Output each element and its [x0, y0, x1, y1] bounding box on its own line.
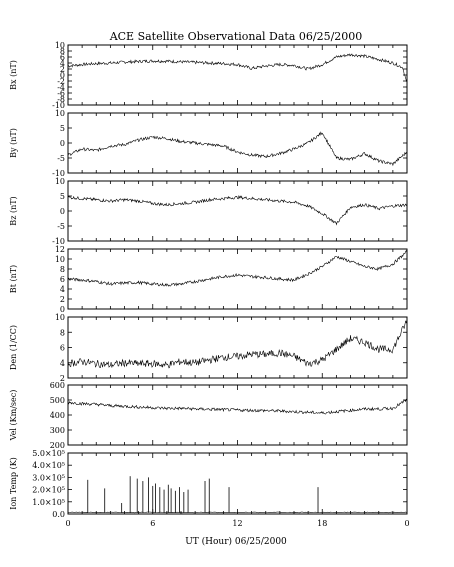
- panel-frame: [68, 453, 407, 514]
- y-tick-label: 8: [60, 265, 65, 274]
- y-tick-label: 300: [50, 426, 65, 435]
- y-tick-label: 0.0: [52, 510, 65, 519]
- x-tick-label: 18: [317, 519, 327, 528]
- panel-7: 5.0×10⁵ 4.0×10⁵ 3.0×10⁵ 2.0×10⁵ 1.0×10⁵ 0.0 Io…: [9, 449, 407, 519]
- y-tick-label: 12: [55, 245, 65, 254]
- panel-frame: [68, 317, 407, 378]
- y-tick-label: -5: [57, 154, 65, 163]
- y-tick-label: 5.0×10⁵: [32, 449, 65, 458]
- y-axis-label: Ion Temp (K): [9, 457, 18, 510]
- x-tick-label: 6: [150, 519, 155, 528]
- y-axis-label: Bx (nT): [9, 60, 18, 90]
- panel-frame: [68, 181, 407, 241]
- y-axis-label: By (nT): [9, 128, 18, 158]
- panel-frame: [68, 113, 407, 173]
- x-tick-label: 0: [404, 519, 409, 528]
- y-tick-label: 0: [60, 207, 65, 216]
- y-tick-label: 6: [60, 344, 65, 353]
- y-tick-label: 400: [50, 411, 65, 420]
- y-tick-label: 5: [60, 192, 65, 201]
- y-tick-label: 0: [60, 139, 65, 148]
- series-line: [68, 132, 407, 165]
- series-line: [68, 399, 407, 414]
- y-tick-label: 4: [60, 359, 65, 368]
- y-tick-label: 10: [55, 313, 65, 322]
- y-tick-label: 600: [50, 381, 65, 390]
- series-line: [68, 251, 407, 286]
- y-tick-label: 2.0×10⁵: [32, 486, 65, 495]
- x-tick-label: 0: [65, 519, 70, 528]
- y-tick-label: 5: [60, 124, 65, 133]
- y-axis-label: Den (1/CC): [9, 325, 18, 370]
- y-tick-label: 8: [60, 328, 65, 337]
- y-tick-label: 4: [60, 285, 65, 294]
- series-line: [68, 319, 407, 368]
- y-tick-label: 1.0×10⁵: [32, 498, 65, 507]
- y-tick-label: 10: [55, 109, 65, 118]
- y-tick-label: 4.0×10⁵: [32, 461, 65, 470]
- series-line: [68, 54, 407, 83]
- panel-frame: [68, 249, 407, 309]
- y-tick-label: 6: [60, 275, 65, 284]
- y-tick-label: 10: [55, 177, 65, 186]
- y-tick-label: 2: [60, 295, 65, 304]
- x-tick-label: 12: [232, 519, 242, 528]
- y-axis-label: Bt (nT): [9, 265, 18, 293]
- y-axis-label: Vel (Km/sec): [9, 390, 18, 442]
- y-tick-label: -5: [57, 222, 65, 231]
- chart-title: ACE Satellite Observational Data 06/25/2…: [109, 30, 363, 43]
- y-tick-label: 10: [55, 255, 65, 264]
- y-axis-label: Bz (nT): [9, 196, 18, 225]
- panel-frame: [68, 45, 407, 105]
- y-tick-label: 500: [50, 396, 65, 405]
- series-line: [68, 196, 407, 225]
- x-axis-label: UT (Hour) 06/25/2000: [185, 536, 287, 547]
- panel-frame: [68, 385, 407, 445]
- y-tick-label: 3.0×10⁵: [32, 473, 65, 482]
